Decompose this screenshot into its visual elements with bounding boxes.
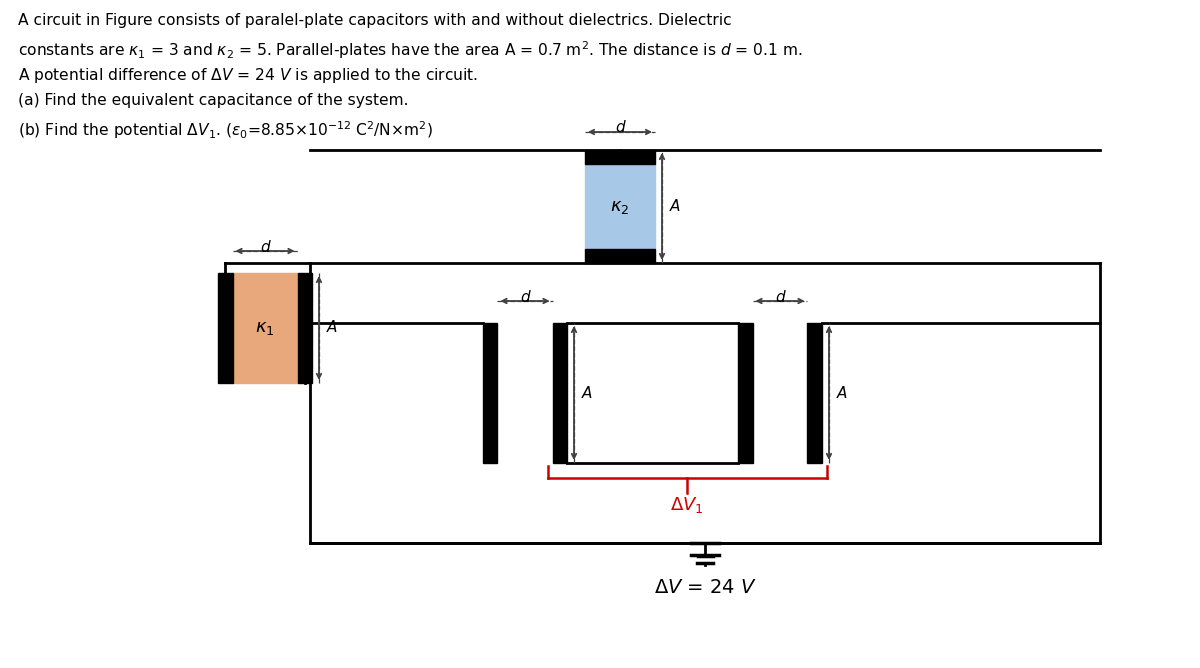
Bar	[298, 273, 312, 383]
Bar	[218, 273, 233, 383]
Text: A: A	[836, 385, 847, 401]
Text: A circuit in Figure consists of paralel-plate capacitors with and without dielec: A circuit in Figure consists of paralel-…	[18, 13, 732, 28]
Text: $\kappa_1$: $\kappa_1$	[256, 319, 275, 337]
Bar	[233, 273, 298, 383]
Bar	[586, 164, 655, 249]
Text: constants are $\kappa_1$ = 3 and $\kappa_2$ = 5. Parallel-plates have the area A: constants are $\kappa_1$ = 3 and $\kappa…	[18, 39, 803, 61]
Text: A: A	[670, 199, 680, 214]
Text: (b) Find the potential $\Delta V_1$. ($\varepsilon_0$=8.85×10$^{-12}$ C$^2$/N×m$: (b) Find the potential $\Delta V_1$. ($\…	[18, 119, 433, 141]
Bar	[586, 150, 655, 164]
Text: d: d	[775, 290, 785, 305]
Text: $\kappa_2$: $\kappa_2$	[611, 198, 630, 216]
Text: $\Delta V$ = 24 $V$: $\Delta V$ = 24 $V$	[654, 578, 756, 597]
Text: A potential difference of $\Delta V$ = 24 $V$ is applied to the circuit.: A potential difference of $\Delta V$ = 2…	[18, 66, 479, 85]
Text: d: d	[520, 290, 530, 305]
Text: A: A	[582, 385, 593, 401]
Bar	[482, 323, 498, 463]
Bar	[808, 323, 822, 463]
Text: A: A	[326, 321, 337, 335]
Text: d: d	[616, 120, 625, 135]
Bar	[552, 323, 568, 463]
Text: (a) Find the equivalent capacitance of the system.: (a) Find the equivalent capacitance of t…	[18, 92, 408, 108]
Bar	[586, 249, 655, 263]
Text: $\Delta V_1$: $\Delta V_1$	[671, 495, 704, 515]
Bar	[738, 323, 752, 463]
Text: d: d	[260, 240, 270, 255]
